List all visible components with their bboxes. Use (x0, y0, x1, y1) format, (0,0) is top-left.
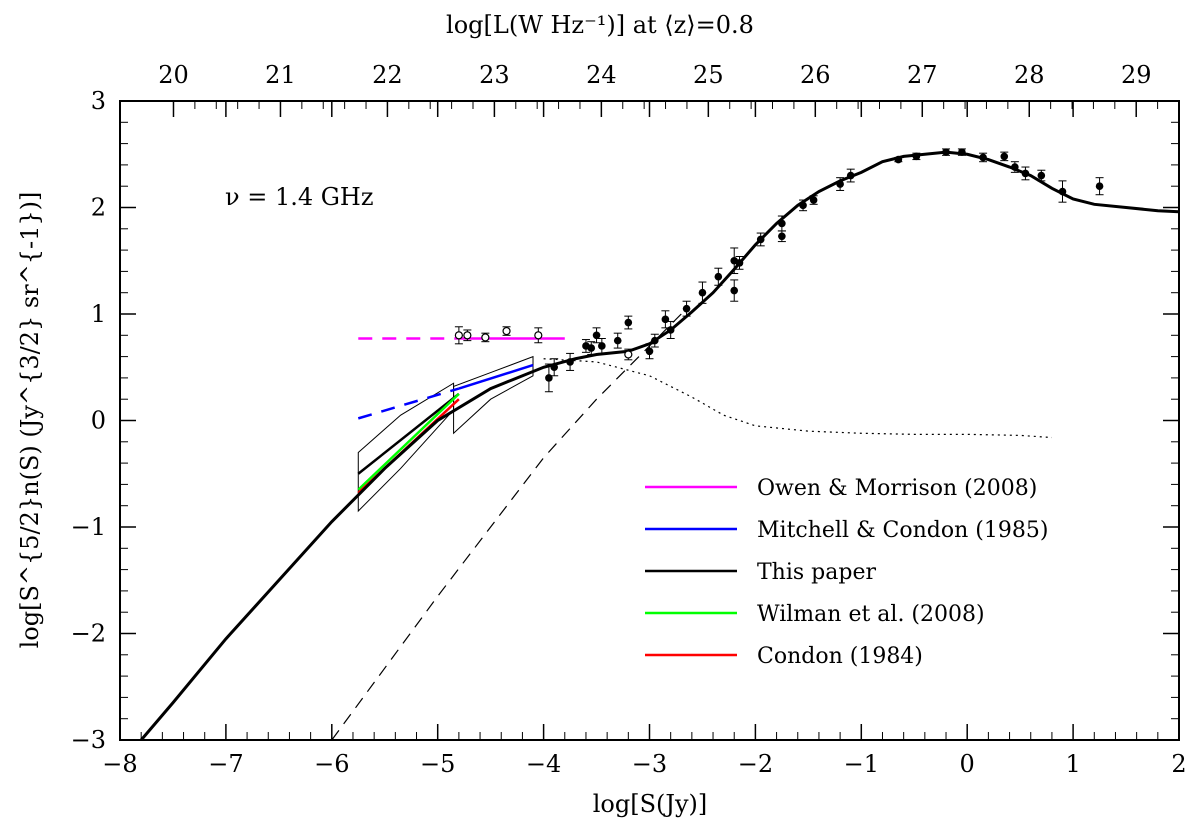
filled-data-point (1037, 171, 1046, 180)
filled-data-point (979, 153, 987, 162)
top-tick-label: 29 (1121, 61, 1152, 89)
filled-data-point (1095, 182, 1104, 190)
filled-data-point (1058, 187, 1067, 196)
uncertainty-envelope (453, 355, 534, 435)
open-data-point (463, 331, 472, 340)
this-paper-segment (357, 392, 460, 475)
x-tick-label: 1 (1065, 750, 1080, 778)
filled-data-point (1000, 152, 1009, 161)
dashed-component-line (331, 313, 682, 741)
filled-data-point (587, 344, 596, 352)
filled-data-point (698, 288, 707, 297)
top-tick-label: 26 (800, 61, 831, 89)
filled-data-point (846, 171, 855, 180)
filled-data-point (624, 318, 633, 327)
open-data-point (624, 350, 633, 359)
legend-label: This paper (757, 560, 876, 585)
filled-data-point (545, 374, 553, 382)
top-tick-label: 20 (158, 61, 189, 89)
x-tick-label: −7 (208, 750, 243, 778)
filled-data-point (809, 196, 818, 204)
y-tick-label: 3 (91, 87, 106, 115)
filled-data-point (778, 219, 786, 228)
total-model-curve (140, 150, 1180, 741)
filled-data-point (661, 315, 670, 324)
filled-data-point (650, 336, 659, 345)
mitchell-condon-dashed-line (357, 387, 460, 420)
filled-data-point (958, 148, 966, 156)
top-tick-label: 28 (1014, 61, 1045, 89)
top-tick-label: 22 (372, 61, 403, 89)
filled-data-point (756, 235, 765, 244)
filled-data-point (799, 201, 807, 210)
open-data-point (481, 333, 490, 342)
filled-data-point (645, 347, 654, 356)
legend-label: Wilman et al. (2008) (757, 602, 985, 627)
frequency-annotation: ν = 1.4 GHz (225, 183, 374, 211)
x-tick-label: −5 (420, 750, 455, 778)
y-tick-label: 0 (91, 407, 106, 435)
x-tick-label: 0 (960, 750, 975, 778)
open-data-point (534, 331, 543, 340)
filled-data-point (714, 272, 723, 281)
y-tick-label: −2 (71, 620, 106, 648)
open-data-point (454, 331, 463, 340)
x-tick-label: −2 (738, 750, 773, 778)
y-tick-label: 1 (91, 300, 106, 328)
top-tick-label: 21 (265, 61, 296, 89)
filled-data-point (592, 331, 601, 340)
top-tick-label: 27 (907, 61, 938, 89)
x-tick-label: −6 (314, 750, 349, 778)
x-tick-label: −3 (632, 750, 667, 778)
legend-label: Condon (1984) (757, 644, 923, 669)
filled-data-point (730, 286, 739, 295)
x-tick-label: −1 (844, 750, 879, 778)
filled-data-point (894, 155, 903, 164)
x-axis-title: log[S(Jy)] (593, 790, 708, 818)
filled-data-point (682, 304, 691, 313)
filled-data-point (942, 148, 950, 156)
filled-data-point (550, 363, 558, 372)
legend-label: Mitchell & Condon (1985) (757, 518, 1048, 543)
filled-data-point (778, 232, 786, 241)
plot-area (140, 148, 1180, 741)
filled-data-point (1011, 163, 1019, 171)
open-data-point (502, 326, 511, 336)
top-tick-label: 23 (479, 61, 510, 89)
mitchell-condon-line (458, 363, 534, 390)
filled-data-point (912, 152, 921, 161)
y-tick-label: 2 (91, 194, 106, 222)
x-tick-label: 2 (1171, 750, 1186, 778)
filled-data-point (598, 342, 606, 350)
dotted-component-line (543, 358, 1052, 439)
y-axis-title: log[S^{5/2}n(S) (Jy^{3/2} sr^{-1})] (16, 192, 44, 649)
x-tick-label: −8 (102, 750, 137, 778)
y-tick-label: −3 (71, 726, 106, 754)
wilman-line (357, 392, 460, 491)
filled-data-point (613, 336, 622, 345)
filled-data-point (566, 358, 574, 366)
x-tick-label: −4 (526, 750, 561, 778)
filled-data-point (836, 180, 844, 188)
top-tick-label: 25 (693, 61, 724, 89)
top-tick-label: 24 (586, 61, 617, 89)
filled-data-point (1021, 169, 1030, 178)
y-tick-label: −1 (71, 513, 106, 541)
filled-data-point (735, 259, 744, 267)
filled-data-point (666, 326, 675, 334)
legend-label: Owen & Morrison (2008) (757, 476, 1037, 501)
top-axis-title: log[L(W Hz⁻¹)] at ⟨z⟩=0.8 (446, 11, 754, 39)
legend: Owen & Morrison (2008) Mitchell & Condon … (645, 476, 1048, 669)
